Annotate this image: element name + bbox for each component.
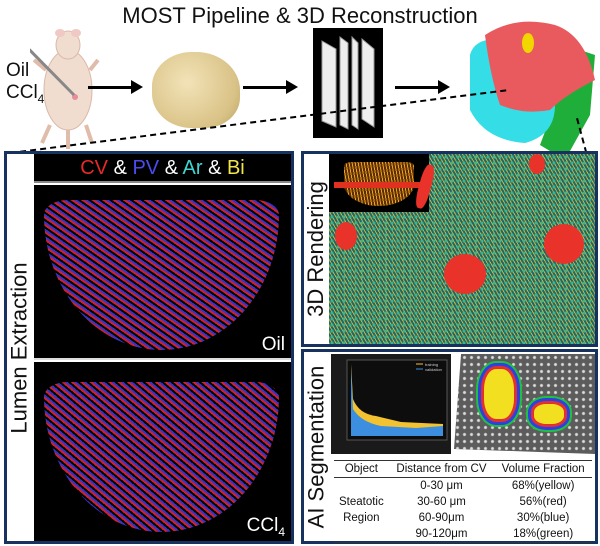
3d-rendering-label-strip: 3D Rendering — [303, 154, 328, 344]
legend-bi: Bi — [226, 157, 245, 179]
table-cell-distance: 90-120μm — [415, 528, 468, 540]
table-cell-fraction: 56%(red) — [519, 496, 567, 508]
ai-segmentation-panel: AI Segmentation training validation Obje… — [301, 349, 598, 544]
arrow-icon — [243, 80, 298, 94]
treatment-ccl4: CCl — [6, 82, 38, 103]
table-header-fraction: Volume Fraction — [501, 463, 585, 475]
label-oil: Oil — [261, 334, 285, 355]
table-cell-object: Steatotic — [338, 496, 384, 508]
3d-rendering-label: 3D Rendering — [303, 181, 328, 317]
legend-sep: & — [159, 157, 183, 179]
arrow-icon — [395, 80, 450, 94]
volume-fraction-table: Object Distance from CV Volume Fraction 0-… — [334, 460, 592, 543]
table-cell-fraction: 68%(yellow) — [511, 480, 575, 492]
legend-sep: & — [108, 157, 133, 179]
table-header-distance: Distance from CV — [396, 463, 487, 475]
chart-legend-training: training — [425, 362, 438, 367]
table-row: 0-30 μm 68%(yellow) — [334, 478, 592, 495]
table-cell-distance: 30-60 μm — [417, 496, 466, 508]
chart-legend-validation: validation — [425, 367, 442, 372]
legend-sep: & — [202, 157, 227, 179]
table-row: 90-120μm 18%(green) — [334, 526, 592, 542]
segmentation-overlay-image — [454, 354, 595, 454]
legend-pv: PV — [132, 157, 160, 179]
table-cell-fraction: 30%(blue) — [516, 512, 570, 524]
vessel-image-ccl4: CCl4 — [34, 362, 291, 541]
vessel-image-oil: Oil — [34, 185, 291, 360]
table-cell-object: Region — [343, 512, 380, 524]
lumen-extraction-label: Lumen Extraction — [7, 261, 33, 434]
3d-liver-model — [455, 15, 600, 165]
loss-curve-plot: training validation — [331, 354, 451, 454]
arrow-icon — [88, 80, 143, 94]
lumen-extraction-panel: Lumen Extraction CV & PV & Ar & Bi Oil C… — [4, 151, 294, 544]
treatment-oil: Oil — [6, 60, 30, 81]
label-ccl4-subscript: 4 — [278, 525, 285, 539]
ai-segmentation-label-strip: AI Segmentation — [303, 352, 329, 541]
legend-cv: CV — [80, 157, 109, 179]
treatment-label: Oil CCl4 — [6, 60, 44, 110]
lumen-extraction-label-strip: Lumen Extraction — [7, 154, 33, 541]
vessel-legend-bar: CV & PV & Ar & Bi — [34, 154, 291, 183]
treatment-ccl4-subscript: 4 — [37, 91, 45, 106]
ai-segmentation-label: AI Segmentation — [303, 365, 329, 528]
figure-title: MOST Pipeline & 3D Reconstruction — [122, 3, 478, 28]
section-slices-image — [313, 28, 383, 138]
label-ccl4-text: CCl — [246, 515, 279, 537]
label-ccl4: CCl4 — [247, 515, 285, 539]
table-header-object: Object — [344, 463, 378, 475]
table-cell-distance: 60-90μm — [418, 512, 465, 524]
3d-rendering-image — [329, 154, 595, 344]
liver-specimen-photo — [152, 52, 240, 128]
table-row: Region 60-90μm 30%(blue) — [334, 510, 592, 526]
table-row: Steatotic 30-60 μm 56%(red) — [334, 494, 592, 510]
3d-rendering-panel: 3D Rendering — [301, 151, 598, 347]
legend-ar: Ar — [182, 157, 203, 179]
table-cell-fraction: 18%(green) — [513, 528, 574, 540]
table-cell-distance: 0-30 μm — [420, 480, 463, 492]
